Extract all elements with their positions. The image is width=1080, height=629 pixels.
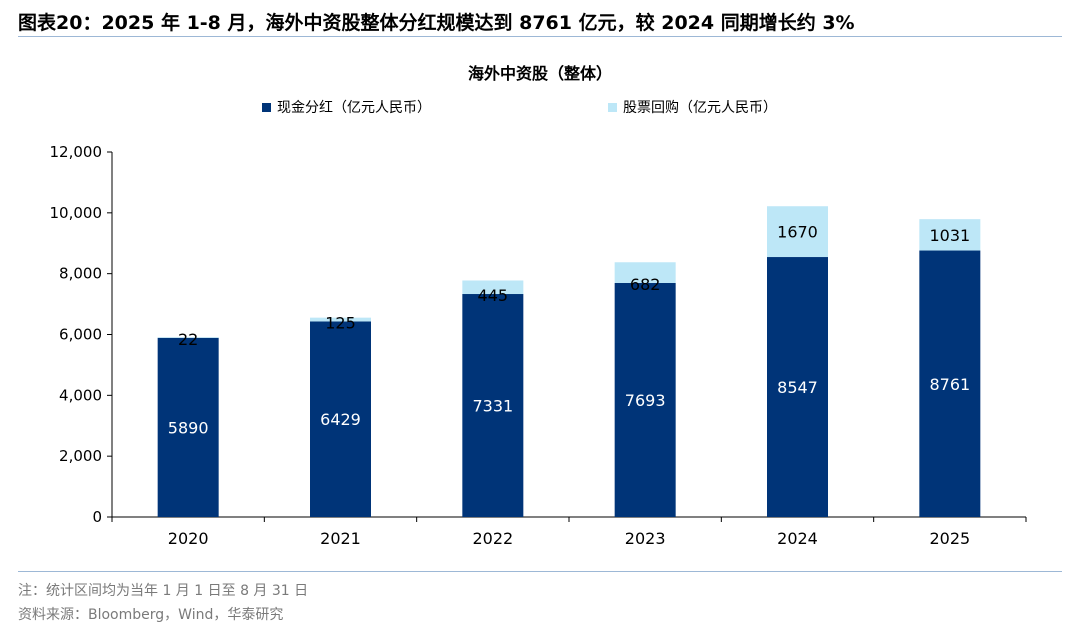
bar-buyback	[157, 337, 219, 338]
x-tick-label: 2021	[320, 529, 361, 548]
bar-cash-dividend	[614, 283, 676, 517]
data-label-cash-dividend: 8761	[929, 375, 970, 394]
data-label-cash-dividend: 7693	[625, 391, 666, 410]
chart-title: 海外中资股（整体）	[467, 64, 612, 83]
bar-cash-dividend	[157, 337, 219, 517]
data-label-cash-dividend: 8547	[777, 378, 818, 397]
y-tick-label: 0	[92, 508, 102, 526]
bar-buyback	[614, 262, 676, 284]
legend-label-buyback: 股票回购（亿元人民币）	[623, 100, 777, 116]
source-note: 资料来源：Bloomberg，Wind，华泰研究	[18, 607, 284, 623]
bar-cash-dividend	[310, 321, 371, 517]
y-tick-label: 6,000	[59, 326, 102, 344]
data-label-buyback: 1670	[777, 223, 818, 242]
y-tick-label: 2,000	[59, 447, 102, 465]
x-tick-label: 2024	[777, 529, 818, 548]
top-divider	[18, 36, 1062, 37]
data-label-buyback: 1031	[929, 226, 970, 245]
footnote: 注：统计区间均为当年 1 月 1 日至 8 月 31 日	[18, 583, 309, 599]
legend-swatch-cash-dividend	[262, 102, 271, 112]
figure-label: 图表20：	[18, 12, 102, 34]
data-label-buyback: 445	[478, 286, 509, 305]
bar-buyback	[919, 219, 981, 251]
legend-item-cash-dividend: 现金分红（亿元人民币）	[262, 97, 431, 117]
legend-swatch-buyback	[608, 102, 617, 112]
data-label-buyback: 125	[325, 313, 356, 332]
y-tick-label: 4,000	[59, 386, 102, 404]
bar-buyback	[767, 206, 828, 258]
data-label-cash-dividend: 7331	[472, 397, 513, 416]
bar-cash-dividend	[767, 257, 828, 517]
figure-title: 图表20：2025 年 1-8 月，海外中资股整体分红规模达到 8761 亿元，…	[18, 8, 855, 35]
bar-cash-dividend	[919, 250, 981, 517]
x-tick-label: 2022	[472, 529, 513, 548]
x-tick-label: 2020	[168, 529, 209, 548]
data-label-cash-dividend: 6429	[320, 410, 361, 429]
data-label-buyback: 22	[178, 330, 198, 349]
data-label-buyback: 682	[630, 275, 661, 294]
figure-title-text: 2025 年 1-8 月，海外中资股整体分红规模达到 8761 亿元，较 202…	[101, 12, 855, 34]
x-tick-label: 2023	[625, 529, 666, 548]
bar-buyback	[462, 280, 524, 295]
x-tick-label: 2025	[929, 529, 970, 548]
bar-cash-dividend	[462, 294, 524, 517]
y-tick-label: 10,000	[50, 204, 103, 222]
bar-buyback	[310, 317, 371, 322]
legend-item-buyback: 股票回购（亿元人民币）	[608, 97, 777, 117]
data-label-cash-dividend: 5890	[168, 418, 209, 437]
y-tick-label: 8,000	[59, 265, 102, 283]
y-tick-label: 12,000	[50, 143, 103, 161]
legend-label-cash-dividend: 现金分红（亿元人民币）	[277, 100, 431, 116]
bottom-divider	[18, 571, 1062, 572]
